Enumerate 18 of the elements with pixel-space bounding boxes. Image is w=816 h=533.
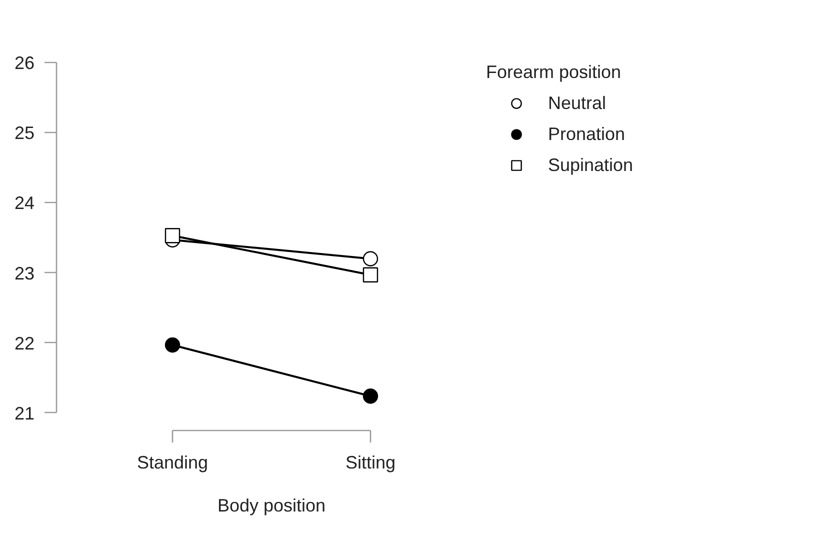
point xyxy=(362,388,378,404)
y-tick-label: 26 xyxy=(14,53,35,73)
y-tick-label: 22 xyxy=(14,333,35,354)
y-tick-label: 23 xyxy=(14,263,35,284)
x-tick-label: Standing xyxy=(136,452,208,472)
legend-label: Supination xyxy=(548,154,634,177)
x-tick-label: Sitting xyxy=(345,452,396,472)
legend-label: Neutral xyxy=(548,92,608,114)
legend-label: Pronation xyxy=(548,122,626,146)
x-axis-title: Body position xyxy=(217,496,326,516)
point xyxy=(362,251,378,266)
y-tick-label: 25 xyxy=(14,123,35,144)
y-tick-label: 21 xyxy=(14,403,35,424)
legend-title: Forearm position xyxy=(486,62,622,83)
point xyxy=(362,267,378,282)
y-tick-label: 24 xyxy=(14,193,35,214)
point xyxy=(164,228,180,244)
point xyxy=(164,337,180,353)
